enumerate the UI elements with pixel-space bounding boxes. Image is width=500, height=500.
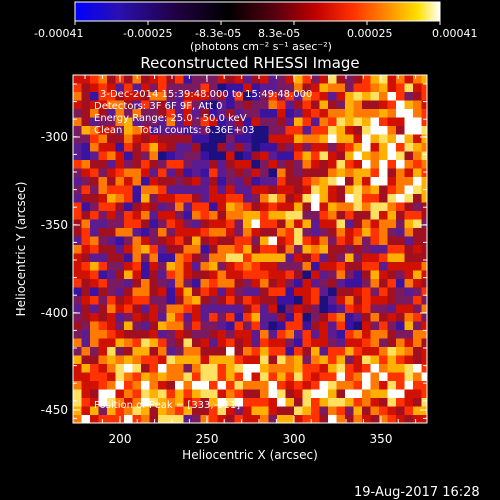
footer-date: 19-Aug-2017 16:28 [354, 485, 480, 500]
y-tick-label: -350 [41, 218, 68, 232]
colorbar-tick-label: 0.00025 [347, 27, 393, 40]
axis-ticks [73, 75, 427, 423]
colorbar-ticks [74, 21, 441, 25]
annotation-clean: Clean Total counts: 6.36E+03 [94, 125, 254, 136]
y-axis-label: Heliocentric Y (arcsec) [14, 182, 28, 317]
annotation-peak: Position of Peak = [333,-311] [94, 400, 240, 411]
x-tick-label: 350 [370, 432, 393, 446]
reconstructed-image [73, 75, 427, 423]
colorbar-units: (photons cm⁻² s⁻¹ asec⁻²) [190, 40, 332, 53]
colorbar-tick-label: -8.3e-05 [195, 27, 241, 40]
plot-frame [72, 74, 428, 424]
colorbar-tick-label: -0.00025 [123, 27, 172, 40]
x-tick-label: 250 [196, 432, 219, 446]
colorbar-tick-label: 0.00041 [432, 27, 478, 40]
y-tick-label: -400 [41, 306, 68, 320]
colorbar [74, 1, 441, 22]
x-tick-label: 200 [109, 432, 132, 446]
plot-title: Reconstructed RHESSI Image [140, 54, 359, 72]
annotation-time: 3-Dec-2014 15:39:48.000 to 15:49:48.000 [100, 89, 312, 100]
y-tick-label: -300 [41, 130, 68, 144]
x-axis-label: Heliocentric X (arcsec) [182, 448, 318, 462]
annotation-detectors: Detectors: 3F 6F 9F, Att 0 [94, 101, 222, 112]
colorbar-tick-label: -0.00041 [34, 27, 83, 40]
annotation-energy: Energy Range: 25.0 - 50.0 keV [94, 113, 247, 124]
y-tick-label: -450 [41, 403, 68, 417]
colorbar-tick-label: 8.3e-05 [258, 27, 300, 40]
x-tick-label: 300 [283, 432, 306, 446]
